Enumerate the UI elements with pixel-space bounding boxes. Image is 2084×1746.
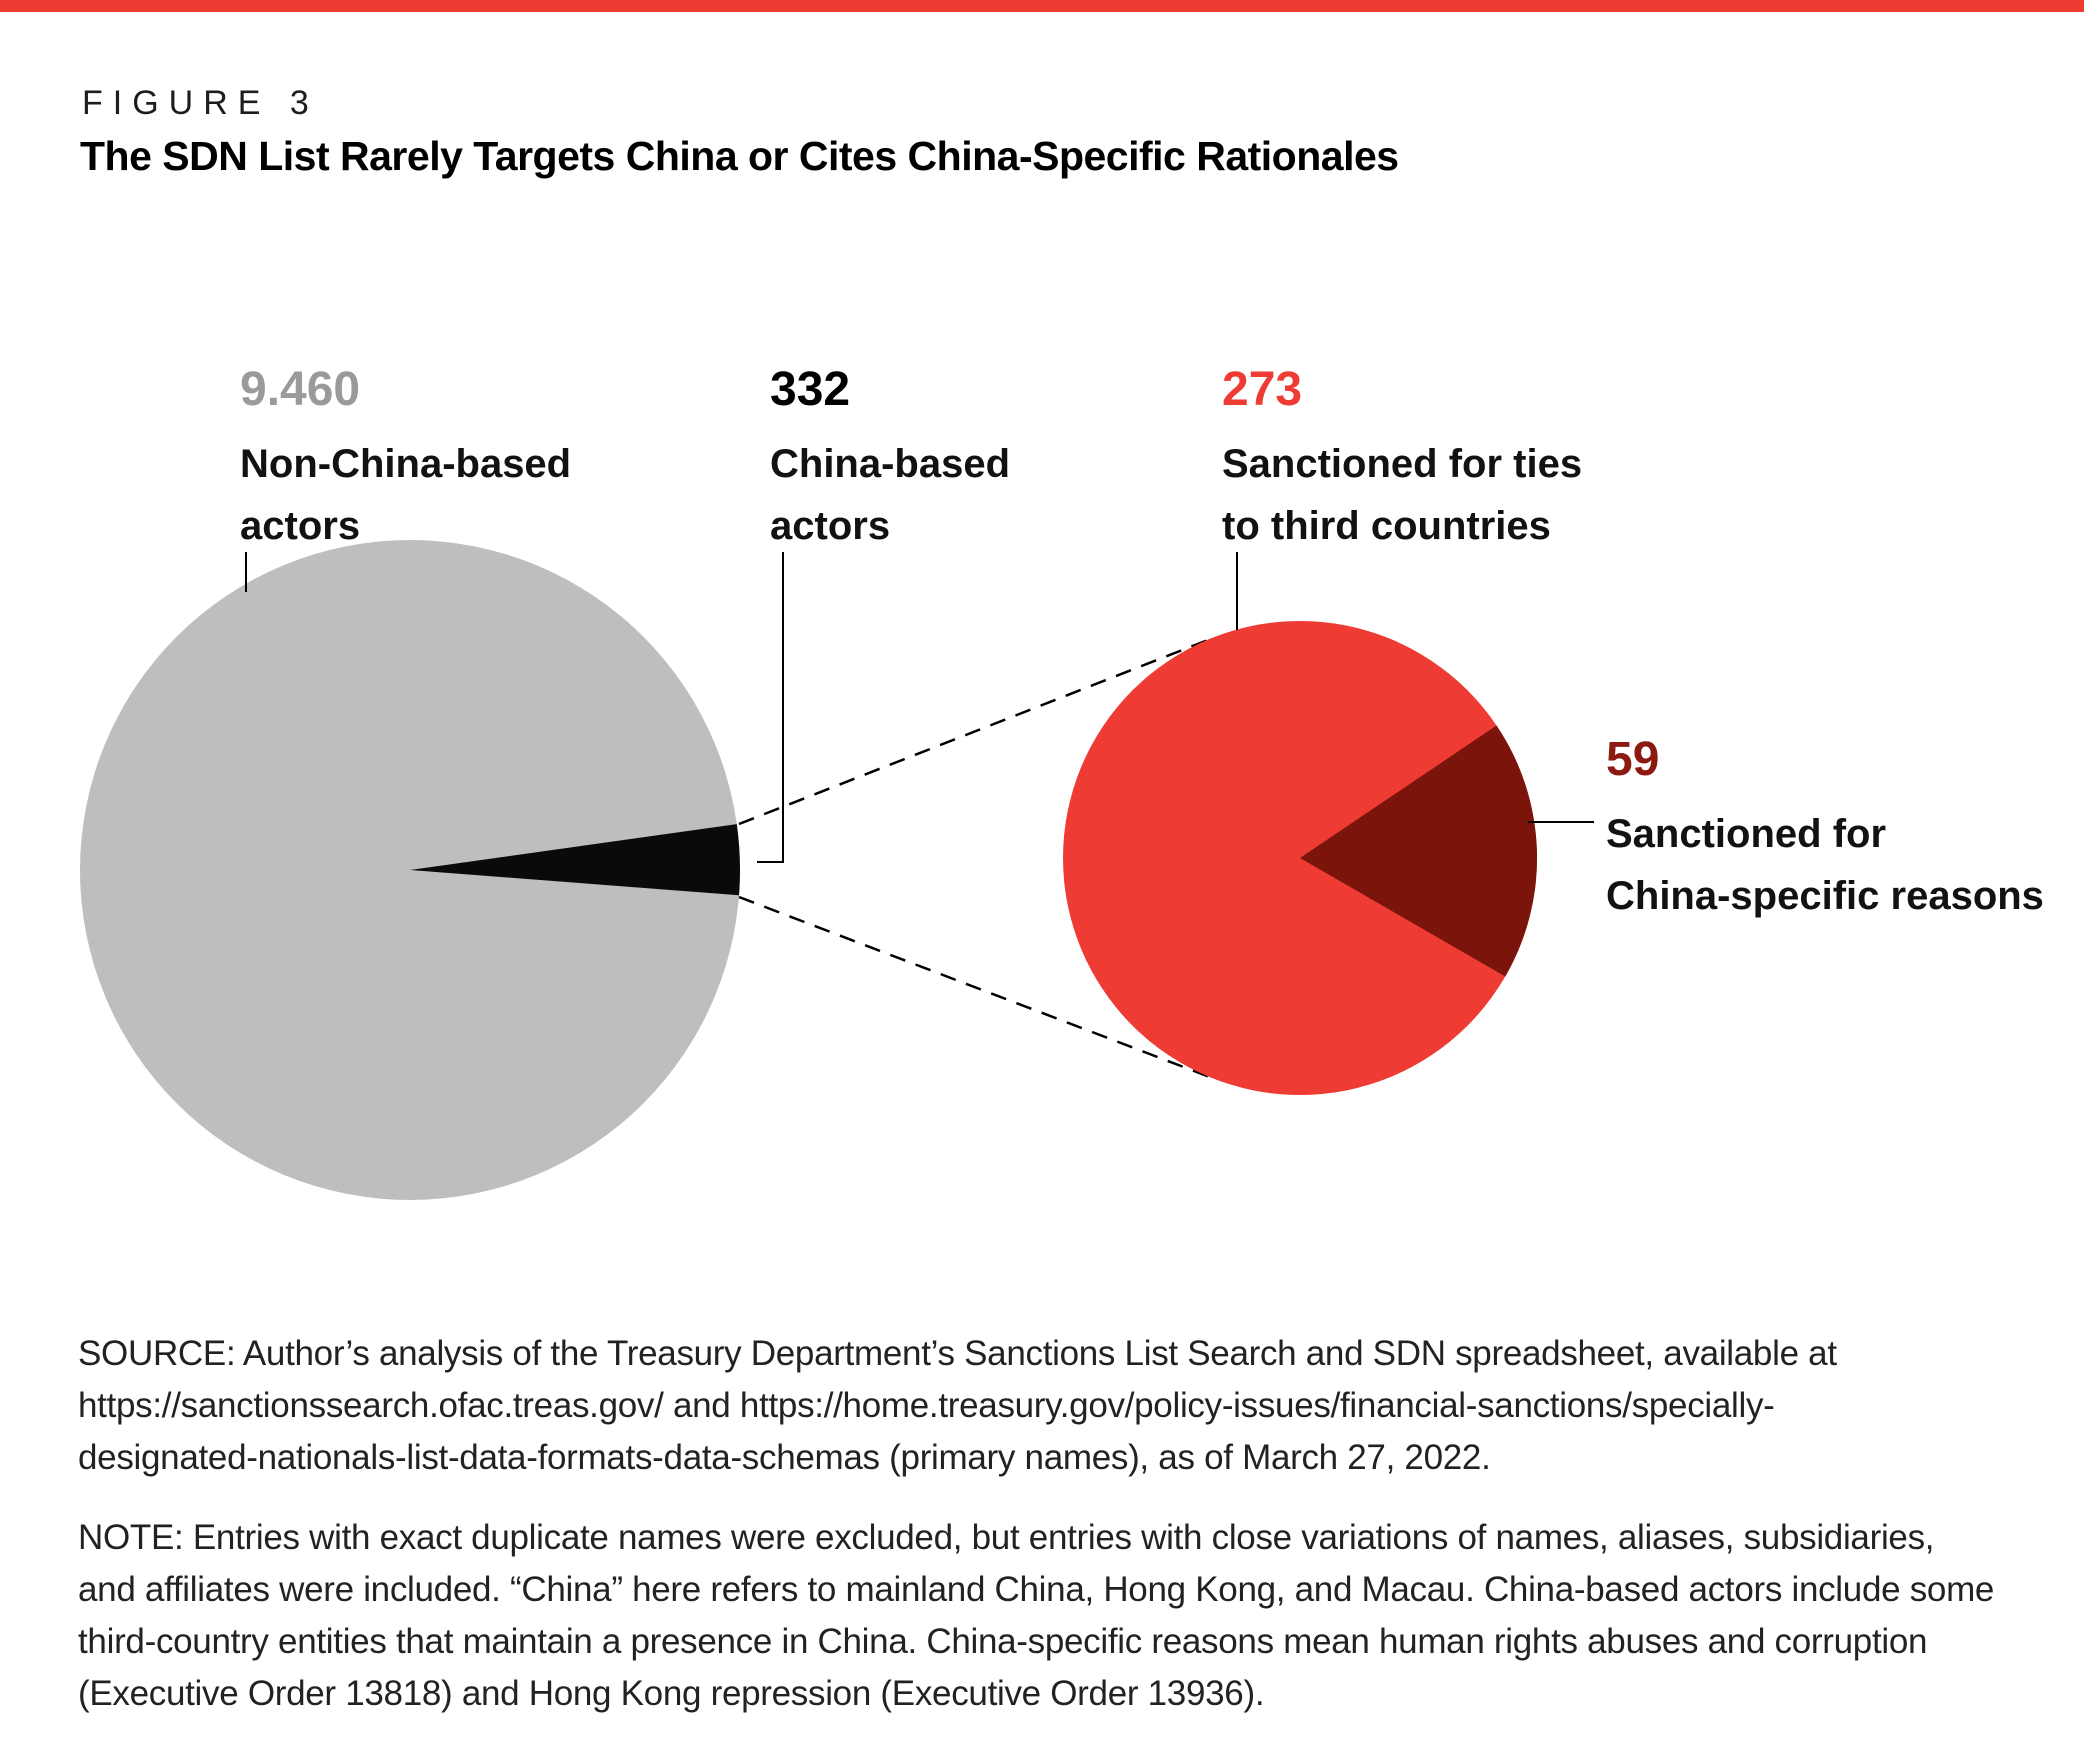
figure-kicker: FIGURE 3 (82, 84, 319, 122)
callout-value-china-specific: 59 (1606, 733, 1660, 786)
source-text: SOURCE: Author’s analysis of the Treasur… (78, 1328, 1837, 1484)
source-line: https://sanctionssearch.ofac.treas.gov/ … (78, 1386, 1775, 1425)
callout-label-line: actors (770, 504, 891, 548)
explode-connector-bottom (738, 895, 1216, 1081)
source-line: designated-nationals-list-data-formats-d… (78, 1438, 1491, 1477)
callout-label-line: to third countries (1222, 504, 1551, 548)
note-line: and affiliates were included. “China” he… (78, 1570, 1995, 1609)
note-line: third-country entities that maintain a p… (78, 1622, 1928, 1661)
note-line: (Executive Order 13818) and Hong Kong re… (78, 1674, 1265, 1713)
callout-value-china-based: 332 (770, 363, 851, 416)
callout-label-line: Non-China-based (240, 442, 572, 486)
pie-slice-china-based-actors (410, 824, 740, 896)
callout-non-china-based: 9.460 Non-China-based actors (240, 362, 571, 557)
callout-label-line: Sanctioned for ties (1222, 442, 1583, 486)
callout-label-line: actors (240, 504, 361, 548)
explode-connector-top (738, 636, 1214, 826)
callout-value-non-china-based: 9.460 (240, 363, 361, 416)
top-accent-bar (0, 0, 2084, 12)
note-text: NOTE: Entries with exact duplicate names… (78, 1512, 1994, 1720)
pie-slice-china-specific-reasons (1300, 725, 1538, 977)
callout-label-line: China-specific reasons (1606, 874, 2044, 918)
callout-third-countries: 273 Sanctioned for ties to third countri… (1222, 362, 1582, 557)
source-line: SOURCE: Author’s analysis of the Treasur… (78, 1334, 1837, 1373)
callout-china-specific: 59 Sanctioned for China-specific reasons (1606, 732, 2044, 927)
callout-value-third-countries: 273 (1222, 363, 1303, 416)
figure-title: The SDN List Rarely Targets China or Cit… (80, 133, 1399, 179)
leader-line-china-based (757, 552, 784, 863)
callout-china-based: 332 China-based actors (770, 362, 1010, 557)
callout-label-line: Sanctioned for (1606, 812, 1887, 856)
note-line: NOTE: Entries with exact duplicate names… (78, 1518, 1935, 1557)
callout-label-line: China-based (770, 442, 1011, 486)
